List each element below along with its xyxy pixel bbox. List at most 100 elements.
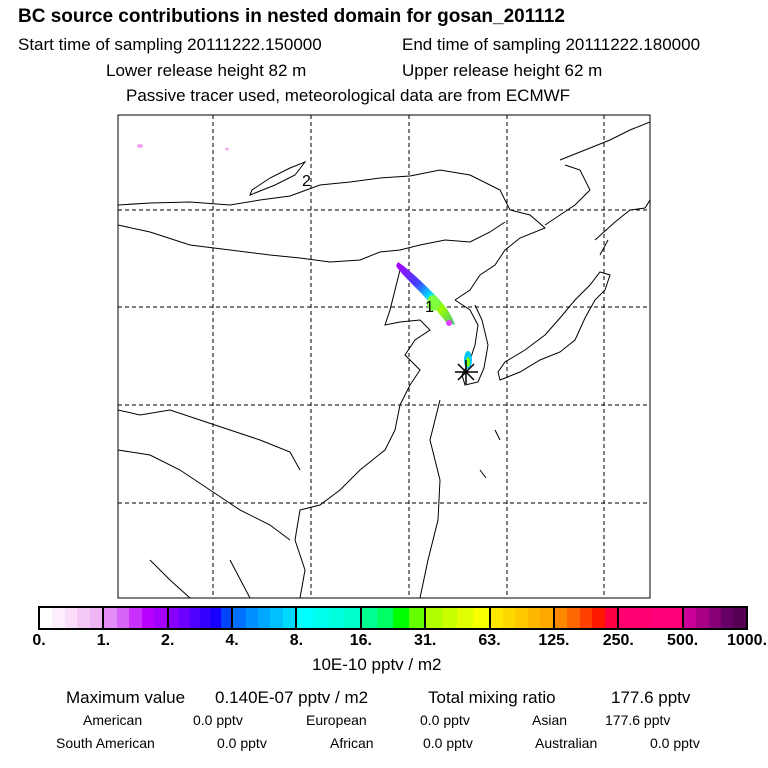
colorbar-cell <box>168 608 180 628</box>
marker-1: 1 <box>425 299 434 316</box>
plot-title: BC source contributions in nested domain… <box>18 6 565 27</box>
colorbar-tick-label: 250. <box>602 632 634 649</box>
colorbar-cell <box>104 608 117 628</box>
colorbar <box>38 606 748 630</box>
colorbar-segment <box>490 608 555 628</box>
colorbar-tick-label: 2. <box>161 632 175 649</box>
colorbar-cell <box>696 608 709 628</box>
colorbar-cell <box>441 608 458 628</box>
colorbar-cell <box>604 608 618 628</box>
colorbar-segment <box>297 608 362 628</box>
colorbar-cell <box>189 608 200 628</box>
colorbar-segment <box>426 608 491 628</box>
region-value-african: 0.0 pptv <box>423 735 473 751</box>
colorbar-cell <box>527 608 541 628</box>
colorbar-cell <box>408 608 425 628</box>
colorbar-cell <box>40 608 53 628</box>
end-time: End time of sampling 20111222.180000 <box>402 35 701 54</box>
colorbar-tick-label: 1. <box>96 632 111 649</box>
colorbar-tick-label: 125. <box>538 632 570 649</box>
max-value-label: Maximum value <box>66 688 186 707</box>
coastlines-borders <box>118 121 650 598</box>
colorbar-cell <box>328 608 345 628</box>
colorbar-segment <box>40 608 105 628</box>
colorbar-cell <box>313 608 329 628</box>
region-label-south-american: South American <box>56 735 155 751</box>
colorbar-segment <box>554 608 620 628</box>
colorbar-segment <box>168 608 234 628</box>
region-value-australian: 0.0 pptv <box>650 735 700 751</box>
colorbar-cell <box>270 608 283 628</box>
colorbar-cell <box>245 608 259 628</box>
upper-release-height: Upper release height 62 m <box>402 61 603 80</box>
colorbar-segment <box>233 608 298 628</box>
colorbar-cell <box>344 608 360 628</box>
colorbar-cell <box>683 608 697 628</box>
colorbar-cell <box>64 608 78 628</box>
colorbar-cell <box>457 608 473 628</box>
colorbar-cell <box>141 608 155 628</box>
colorbar-segment <box>683 608 746 628</box>
colorbar-cell <box>540 608 553 628</box>
start-time: Start time of sampling 20111222.150000 <box>18 35 322 54</box>
colorbar-cell <box>502 608 516 628</box>
colorbar-cell <box>199 608 211 628</box>
total-mixing-label: Total mixing ratio <box>428 688 556 707</box>
colorbar-cell <box>258 608 271 628</box>
colorbar-cell <box>220 608 232 628</box>
lower-release-height: Lower release height 82 m <box>106 61 307 80</box>
colorbar-cell <box>233 608 246 628</box>
colorbar-cell <box>426 608 442 628</box>
region-value-european: 0.0 pptv <box>420 712 470 728</box>
colorbar-cell <box>515 608 528 628</box>
colorbar-segment <box>619 608 684 628</box>
colorbar-cell <box>490 608 503 628</box>
colorbar-cell <box>472 608 489 628</box>
colorbar-cell <box>179 608 190 628</box>
colorbar-tick-label: 16. <box>349 632 372 649</box>
region-value-american: 0.0 pptv <box>193 712 243 728</box>
colorbar-cell <box>129 608 142 628</box>
colorbar-cell <box>619 608 651 628</box>
colorbar-cell <box>733 608 746 628</box>
colorbar-tick-label: 500. <box>667 632 699 649</box>
colorbar-cell <box>392 608 409 628</box>
colorbar-cell <box>116 608 130 628</box>
region-label-asian: Asian <box>532 712 568 728</box>
colorbar-cell <box>708 608 721 628</box>
max-value: 0.140E-07 pptv / m2 <box>215 688 369 707</box>
colorbar-segment <box>104 608 169 628</box>
colorbar-cell <box>52 608 65 628</box>
tracer-note: Passive tracer used, meteorological data… <box>126 86 571 105</box>
region-label-european: European <box>306 712 367 728</box>
colorbar-cell <box>282 608 296 628</box>
colorbar-cell <box>154 608 167 628</box>
colorbar-cell <box>77 608 90 628</box>
colorbar-tick-label: 31. <box>414 632 437 649</box>
colorbar-cell <box>567 608 580 628</box>
region-label-african: African <box>330 735 374 751</box>
colorbar-cell <box>89 608 103 628</box>
total-mixing-value: 177.6 pptv <box>611 688 691 707</box>
colorbar-cell <box>297 608 314 628</box>
region-value-asian: 177.6 pptv <box>605 712 671 728</box>
colorbar-unit: 10E-10 pptv / m2 <box>312 655 442 674</box>
marker-2: 2 <box>302 173 311 190</box>
colorbar-cell <box>592 608 605 628</box>
colorbar-tick-label: 8. <box>289 632 304 649</box>
colorbar-tick-label: 63. <box>478 632 501 649</box>
map-frame <box>117 114 651 599</box>
colorbar-cell <box>579 608 593 628</box>
region-label-australian: Australian <box>535 735 598 751</box>
colorbar-cell <box>721 608 734 628</box>
colorbar-tick-label: 4. <box>225 632 239 649</box>
colorbar-cell <box>650 608 682 628</box>
colorbar-cell <box>361 608 378 628</box>
receptor-star-icon <box>455 360 478 384</box>
colorbar-cell <box>377 608 393 628</box>
colorbar-cell <box>210 608 221 628</box>
colorbar-tick-label: 1000. <box>726 632 768 649</box>
region-label-american: American <box>83 712 143 728</box>
colorbar-cell <box>554 608 568 628</box>
